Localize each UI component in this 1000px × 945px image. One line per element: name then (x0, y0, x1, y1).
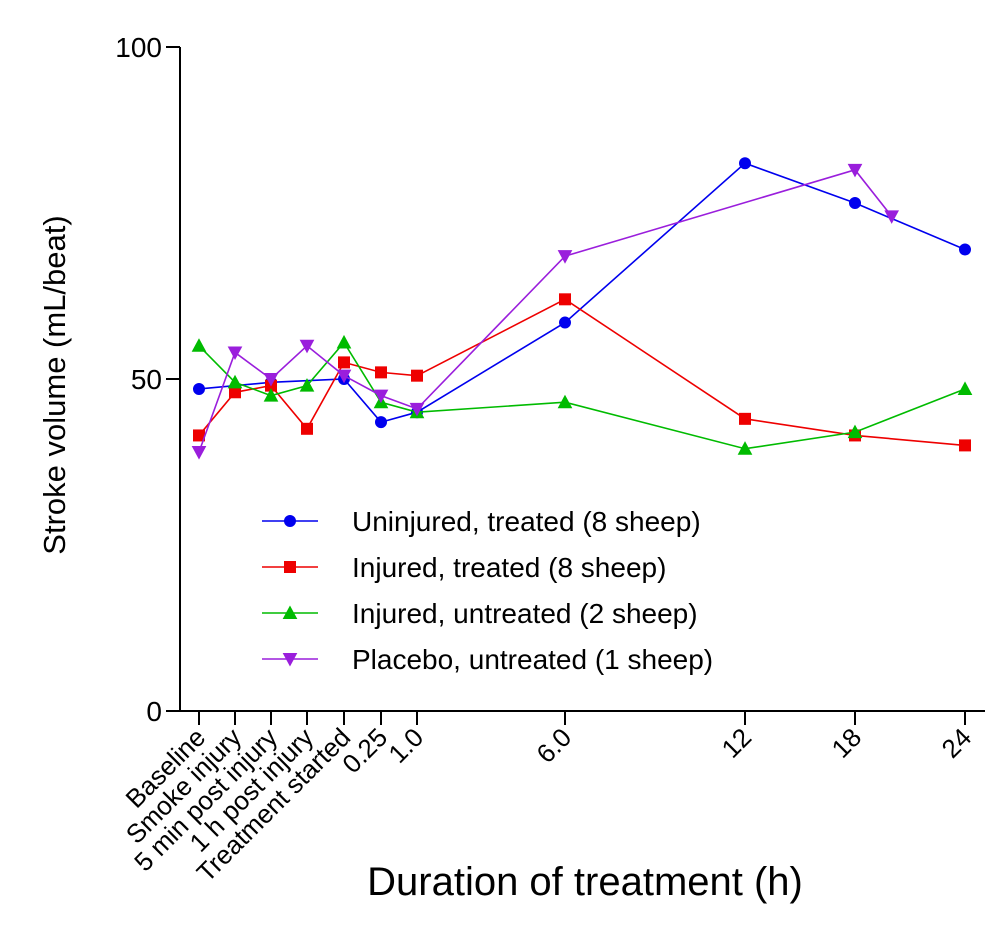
x-tick-label: 1.0 (382, 722, 429, 769)
data-point (191, 338, 207, 352)
x-tick-label: 6.0 (530, 722, 577, 769)
legend-label: Uninjured, treated (8 sheep) (352, 506, 701, 537)
series-line (198, 168, 893, 453)
data-point (301, 422, 313, 435)
legend-item: Uninjured, treated (8 sheep) (262, 506, 701, 537)
series-layer (191, 157, 973, 460)
y-tick-label: 100 (115, 32, 162, 63)
data-point (959, 439, 971, 452)
data-point (336, 369, 352, 384)
legend-item: Injured, untreated (2 sheep) (262, 598, 698, 629)
legend-item: Placebo, untreated (1 sheep) (262, 644, 713, 675)
series-line (198, 298, 966, 447)
data-point (737, 441, 753, 455)
legend-label: Injured, untreated (2 sheep) (352, 598, 698, 629)
data-point (884, 210, 900, 224)
data-point (338, 356, 350, 369)
x-tick-label: 18 (826, 722, 868, 764)
data-point (559, 316, 571, 329)
data-point (847, 163, 863, 178)
series-line (198, 341, 966, 450)
data-point (411, 369, 423, 382)
data-point (299, 378, 315, 392)
data-point (299, 339, 315, 354)
legend-marker (282, 653, 298, 667)
data-point (263, 388, 279, 402)
data-point (227, 374, 243, 389)
data-point (409, 402, 425, 417)
data-point (739, 412, 751, 425)
data-point (193, 382, 205, 395)
x-axis-title: Duration of treatment (h) (367, 860, 803, 904)
x-tick-label: 12 (716, 722, 758, 764)
y-tick-label: 0 (146, 696, 162, 727)
series-3 (191, 334, 973, 455)
x-tick-label: 24 (936, 722, 978, 764)
data-point (959, 243, 971, 256)
data-point (263, 373, 279, 387)
data-point (847, 424, 863, 439)
legend-marker (284, 561, 296, 573)
data-point (957, 381, 973, 395)
data-point (229, 386, 241, 399)
data-point (227, 346, 243, 360)
y-tick-label: 50 (131, 364, 162, 395)
legend-label: Placebo, untreated (1 sheep) (352, 644, 713, 675)
data-point (557, 250, 573, 264)
data-point (375, 366, 387, 379)
legend-marker (282, 605, 298, 619)
data-point (557, 394, 573, 409)
data-point (739, 157, 751, 170)
legend: Uninjured, treated (8 sheep) Injured, tre… (262, 506, 713, 675)
legend-item: Injured, treated (8 sheep) (262, 552, 666, 583)
legend-marker (284, 515, 296, 527)
data-point (559, 293, 571, 306)
data-point (375, 416, 387, 429)
data-point (336, 334, 352, 349)
legend-label: Injured, treated (8 sheep) (352, 552, 666, 583)
data-point (373, 389, 389, 404)
series-4 (191, 163, 900, 460)
y-axis-title: Stroke volume (mL/beat) (37, 215, 72, 554)
data-point (849, 197, 861, 210)
data-point (191, 446, 207, 460)
